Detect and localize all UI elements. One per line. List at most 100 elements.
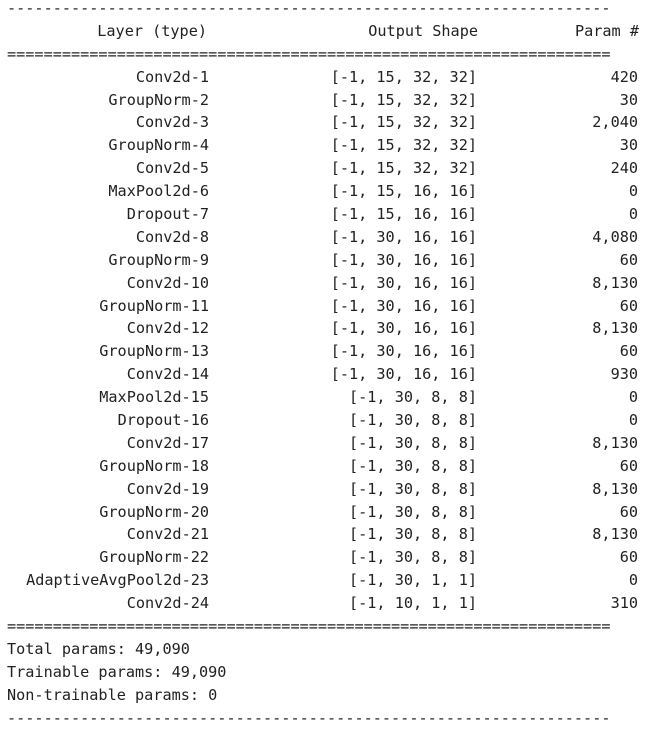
layer-name: GroupNorm-18 xyxy=(99,456,209,475)
layer-output-shape: [-1, 30, 8, 8] xyxy=(348,502,477,521)
layer-output-shape: [-1, 30, 16, 16] xyxy=(330,296,477,315)
layer-name: GroupNorm-13 xyxy=(99,342,209,361)
table-row: Conv2d-10 [-1, 30, 16, 16] 8,130 xyxy=(7,272,662,295)
layer-name: Dropout-7 xyxy=(126,205,209,224)
layer-param-count: 30 xyxy=(619,136,638,155)
table-row: Conv2d-17 [-1, 30, 8, 8] 8,130 xyxy=(7,432,662,455)
non-trainable-params: Non-trainable params: 0 xyxy=(7,685,218,704)
table-row: GroupNorm-11 [-1, 30, 16, 16] 60 xyxy=(7,295,662,318)
equal-rule-header: ========================================… xyxy=(7,44,611,63)
table-row: Conv2d-14 [-1, 30, 16, 16] 930 xyxy=(7,363,662,386)
layer-param-count: 0 xyxy=(628,182,638,201)
layer-output-shape: [-1, 30, 1, 1] xyxy=(348,571,477,590)
layer-output-shape: [-1, 30, 16, 16] xyxy=(330,273,477,292)
layer-name: GroupNorm-9 xyxy=(108,250,209,269)
layer-output-shape: [-1, 30, 8, 8] xyxy=(348,411,477,430)
layer-name: Conv2d-3 xyxy=(135,113,209,132)
layer-param-count: 0 xyxy=(628,205,638,224)
layer-param-count: 420 xyxy=(610,67,638,86)
table-row: GroupNorm-22 [-1, 30, 8, 8] 60 xyxy=(7,546,662,569)
layer-name: Conv2d-12 xyxy=(126,319,209,338)
table-row: Dropout-7 [-1, 15, 16, 16] 0 xyxy=(7,203,662,226)
layer-output-shape: [-1, 15, 16, 16] xyxy=(330,205,477,224)
dash-rule-top: ----------------------------------------… xyxy=(7,0,611,17)
layer-name: Conv2d-8 xyxy=(135,227,209,246)
table-row: Conv2d-12 [-1, 30, 16, 16] 8,130 xyxy=(7,317,662,340)
layer-name: Conv2d-10 xyxy=(126,273,209,292)
table-row: GroupNorm-9 [-1, 30, 16, 16] 60 xyxy=(7,249,662,272)
table-row: Conv2d-19 [-1, 30, 8, 8] 8,130 xyxy=(7,478,662,501)
table-row: GroupNorm-18 [-1, 30, 8, 8] 60 xyxy=(7,455,662,478)
total-params: Total params: 49,090 xyxy=(7,639,190,658)
layer-name: Conv2d-17 xyxy=(126,433,209,452)
layer-param-count: 930 xyxy=(610,365,638,384)
layer-name: GroupNorm-11 xyxy=(99,296,209,315)
layer-param-count: 30 xyxy=(619,90,638,109)
layer-param-count: 0 xyxy=(628,411,638,430)
table-row: Conv2d-3 [-1, 15, 32, 32] 2,040 xyxy=(7,111,662,134)
layer-param-count: 60 xyxy=(619,342,638,361)
layer-param-count: 2,040 xyxy=(592,113,638,132)
layer-param-count: 8,130 xyxy=(592,525,638,544)
layer-param-count: 60 xyxy=(619,250,638,269)
table-row: GroupNorm-20 [-1, 30, 8, 8] 60 xyxy=(7,501,662,524)
table-row: Conv2d-5 [-1, 15, 32, 32] 240 xyxy=(7,157,662,180)
layer-param-count: 60 xyxy=(619,456,638,475)
layer-name: MaxPool2d-15 xyxy=(99,388,209,407)
layer-output-shape: [-1, 30, 16, 16] xyxy=(330,342,477,361)
layer-param-count: 8,130 xyxy=(592,273,638,292)
layer-param-count: 60 xyxy=(619,548,638,567)
table-header: Layer (type) Output Shape Param # xyxy=(7,20,662,43)
table-row: MaxPool2d-6 [-1, 15, 16, 16] 0 xyxy=(7,180,662,203)
table-row: GroupNorm-2 [-1, 15, 32, 32] 30 xyxy=(7,89,662,112)
layer-param-count: 60 xyxy=(619,296,638,315)
layer-output-shape: [-1, 30, 8, 8] xyxy=(348,548,477,567)
layer-name: AdaptiveAvgPool2d-23 xyxy=(26,571,209,590)
table-row: Dropout-16 [-1, 30, 8, 8] 0 xyxy=(7,409,662,432)
layer-name: GroupNorm-22 xyxy=(99,548,209,567)
layer-name: Conv2d-24 xyxy=(126,594,209,613)
header-param-count: Param # xyxy=(574,21,639,40)
layer-param-count: 4,080 xyxy=(592,227,638,246)
layer-param-count: 310 xyxy=(610,594,638,613)
table-row: Conv2d-8 [-1, 30, 16, 16] 4,080 xyxy=(7,226,662,249)
layer-name: MaxPool2d-6 xyxy=(108,182,209,201)
layer-output-shape: [-1, 30, 8, 8] xyxy=(348,456,477,475)
layer-output-shape: [-1, 30, 16, 16] xyxy=(330,227,477,246)
layer-output-shape: [-1, 15, 16, 16] xyxy=(330,182,477,201)
layer-output-shape: [-1, 10, 1, 1] xyxy=(348,594,477,613)
table-row: Conv2d-24 [-1, 10, 1, 1] 310 xyxy=(7,592,662,615)
header-layer-type: Layer (type) xyxy=(97,21,207,40)
layer-param-count: 8,130 xyxy=(592,319,638,338)
layer-param-count: 8,130 xyxy=(592,433,638,452)
header-output-shape: Output Shape xyxy=(368,21,478,40)
layer-name: GroupNorm-2 xyxy=(108,90,209,109)
layer-name: Conv2d-5 xyxy=(135,159,209,178)
trainable-params: Trainable params: 49,090 xyxy=(7,662,227,681)
layer-param-count: 0 xyxy=(628,388,638,407)
layer-output-shape: [-1, 15, 32, 32] xyxy=(330,90,477,109)
layer-output-shape: [-1, 30, 8, 8] xyxy=(348,388,477,407)
layer-param-count: 0 xyxy=(628,571,638,590)
table-row: GroupNorm-13 [-1, 30, 16, 16] 60 xyxy=(7,340,662,363)
layer-output-shape: [-1, 30, 8, 8] xyxy=(348,525,477,544)
layer-param-count: 60 xyxy=(619,502,638,521)
layer-name: Conv2d-14 xyxy=(126,365,209,384)
layer-output-shape: [-1, 30, 8, 8] xyxy=(348,479,477,498)
layer-output-shape: [-1, 30, 8, 8] xyxy=(348,433,477,452)
dash-rule-bottom: ----------------------------------------… xyxy=(7,708,611,727)
layer-param-count: 240 xyxy=(610,159,638,178)
layer-name: Conv2d-21 xyxy=(126,525,209,544)
table-row: MaxPool2d-15 [-1, 30, 8, 8] 0 xyxy=(7,386,662,409)
layer-output-shape: [-1, 30, 16, 16] xyxy=(330,365,477,384)
table-row: Conv2d-1 [-1, 15, 32, 32] 420 xyxy=(7,66,662,89)
layer-name: GroupNorm-4 xyxy=(108,136,209,155)
table-row: GroupNorm-4 [-1, 15, 32, 32] 30 xyxy=(7,134,662,157)
layer-rows: Conv2d-1 [-1, 15, 32, 32] 420 GroupNorm-2 [-… xyxy=(7,66,662,615)
table-row: AdaptiveAvgPool2d-23 [-1, 30, 1, 1] 0 xyxy=(7,569,662,592)
layer-name: Conv2d-19 xyxy=(126,479,209,498)
layer-param-count: 8,130 xyxy=(592,479,638,498)
layer-output-shape: [-1, 15, 32, 32] xyxy=(330,136,477,155)
layer-name: Conv2d-1 xyxy=(135,67,209,86)
